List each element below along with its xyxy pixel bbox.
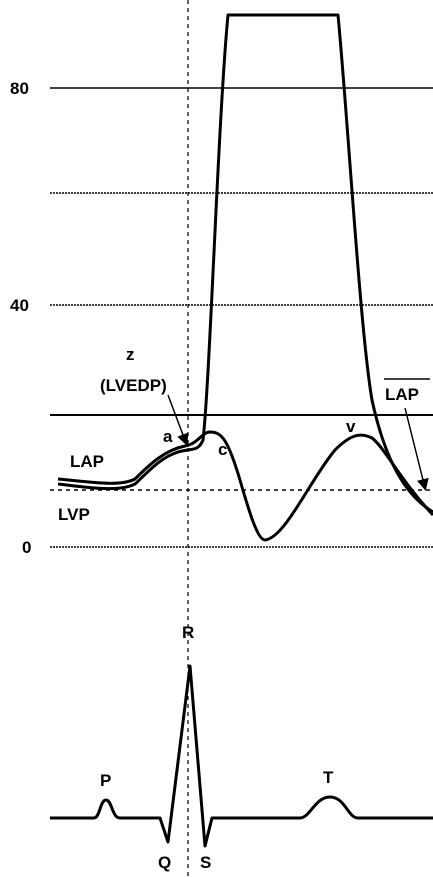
arrow bbox=[404, 407, 429, 491]
lvp-curve bbox=[57, 13, 433, 514]
label: LAP bbox=[385, 385, 419, 404]
y-tick-label: 40 bbox=[10, 296, 29, 315]
ecg-label: P bbox=[100, 771, 111, 790]
label: LAP bbox=[70, 452, 104, 471]
y-tick-label: 0 bbox=[22, 538, 31, 557]
ecg-label: T bbox=[323, 768, 334, 787]
lap-curve bbox=[57, 430, 433, 542]
ecg-trace bbox=[50, 664, 433, 848]
label: c bbox=[218, 440, 227, 459]
ecg-label: S bbox=[200, 853, 211, 872]
ecg-label: R bbox=[182, 623, 194, 642]
y-tick-label: 80 bbox=[10, 79, 29, 98]
label: a bbox=[163, 427, 173, 446]
label: z bbox=[126, 345, 135, 364]
arrow bbox=[167, 394, 189, 446]
label: (LVEDP) bbox=[100, 376, 167, 395]
label: LVP bbox=[58, 505, 90, 524]
label: v bbox=[346, 417, 356, 436]
ecg-label: Q bbox=[158, 853, 171, 872]
